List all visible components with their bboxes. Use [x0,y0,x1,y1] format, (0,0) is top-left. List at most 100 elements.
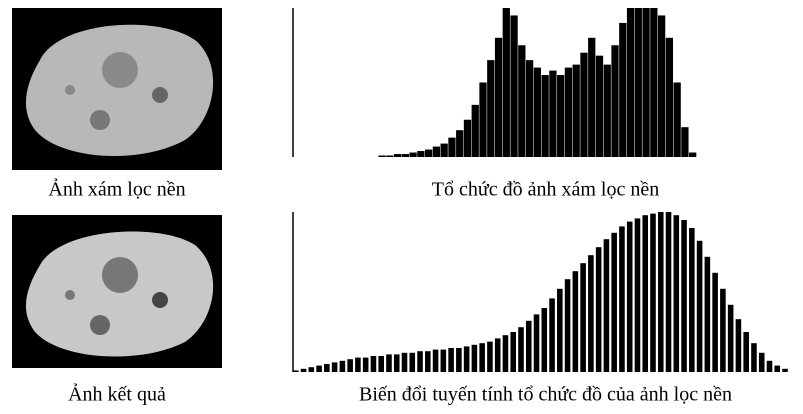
histogram-bar [596,56,603,157]
histogram-bar [627,222,633,372]
histogram-bar [301,369,307,372]
histogram-bar [402,154,409,157]
histogram-bar [324,364,330,372]
histogram-bar [573,271,579,372]
histogram-bar [402,353,408,372]
histogram-bar [448,348,454,372]
histogram-bar [479,343,485,372]
histogram-bar [611,45,618,157]
histogram-bar [549,298,555,372]
histogram-bar [635,218,641,372]
histogram-bar [580,263,586,372]
histogram-bar [588,255,594,372]
histogram-bar [433,147,440,157]
histogram-bar [495,338,501,372]
histogram-bar [433,350,439,372]
histogram-bar [448,138,455,157]
histogram-bar [557,289,563,372]
histogram-bar [371,356,377,372]
histogram-bar [736,319,742,372]
histogram-bar [650,8,657,157]
histogram-bar [309,367,315,372]
histogram-bar [557,75,564,157]
histogram-bar [456,348,462,372]
histogram-bar [658,15,665,157]
histogram-bar [689,228,695,372]
histogram-bar [611,233,617,372]
histogram-bar [526,60,533,157]
histogram-bar [767,361,773,372]
histogram-bar [666,212,672,372]
histogram-bar [510,332,516,372]
histogram-bar [720,289,726,372]
histogram-bar [417,151,424,157]
histogram-bar [378,156,385,157]
histogram-bar [441,350,447,372]
histogram-bar [472,105,479,157]
image-caption: Ảnh xám lọc nền [48,178,185,201]
histogram-bar [425,150,432,157]
histogram-bar [549,71,556,157]
histogram-bar [441,144,448,157]
histogram-bar [674,83,681,158]
histogram-bar [534,68,541,157]
histogram-bar [340,361,346,372]
histogram-bar [386,156,393,157]
image-caption: Ảnh kết quả [68,383,166,406]
histogram-bar [495,38,502,157]
histogram-bar [565,68,572,157]
histogram-bar [681,220,687,372]
histogram-bar [409,153,416,157]
histogram-bar [510,15,517,157]
histogram-bar [293,370,299,372]
histogram-bar [332,362,338,372]
histogram-bar [472,345,478,372]
histogram-bar [674,215,680,372]
histogram-bar [596,247,602,372]
histogram-bar [658,212,664,372]
histogram-bar [464,120,471,157]
histogram-bar [464,346,470,372]
histogram-bar [347,359,353,372]
histogram-bar [394,354,400,372]
histogram-bar [378,356,384,372]
histogram-bar [627,8,634,157]
histogram-bar [316,366,322,372]
histogram-bar [542,75,549,157]
histogram-bar [394,154,401,157]
histogram-bar [526,321,532,372]
histogram-bar [619,226,625,372]
histogram-bar [479,83,486,158]
histogram-bar [759,353,765,372]
histogram-bar [751,343,757,372]
chart-caption: Biến đổi tuyến tính tổ chức đồ của ảnh l… [359,384,732,406]
histogram-bar [355,358,361,372]
histogram-bar [681,127,688,157]
histogram-bar [456,130,463,157]
histogram-bar [604,239,610,372]
histogram-bar [409,353,415,372]
histogram-bar [518,327,524,372]
figure: Ảnh xám lọc nền Ảnh kết quả Tổ chức đồ ả… [0,0,803,414]
histogram-bar [363,358,369,372]
histogram-bar [728,305,734,372]
grain-image [12,215,222,368]
histogram-bar [642,8,649,157]
grain-image [12,8,222,170]
histogram-bar [503,8,510,157]
histogram-bar [697,241,703,372]
histogram-bar [782,369,788,372]
histogram-bar [580,53,587,157]
histogram-bar [642,215,648,372]
histogram-bar [635,8,642,157]
histogram-bar [518,45,525,157]
histogram-bar [503,335,509,372]
histogram-bar [487,342,493,372]
histogram-bar [588,38,595,157]
histogram-bar [743,332,749,372]
histogram-bar [619,23,626,157]
chart-caption: Tổ chức đồ ảnh xám lọc nền [432,179,659,201]
histogram-bar [705,257,711,372]
histogram-bar [573,65,580,157]
histogram-bar [774,366,780,372]
